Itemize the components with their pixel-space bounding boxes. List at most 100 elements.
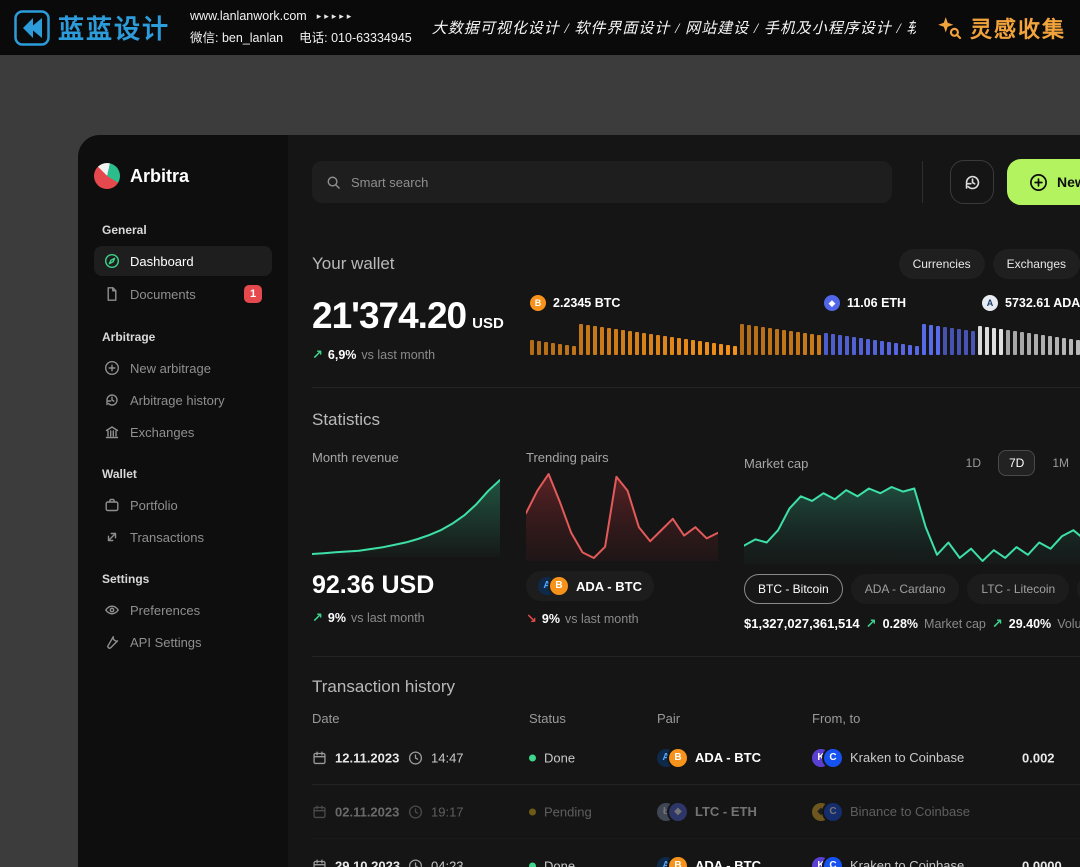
wallet-change-value: 6,9% — [328, 348, 357, 362]
pair-coin-icons: AB — [657, 749, 687, 767]
holding-bar — [950, 328, 954, 355]
wallet-balance: 21'374.20USD — [312, 295, 530, 337]
range-1m[interactable]: 1M — [1041, 450, 1080, 476]
sidebar-item-label: Exchanges — [130, 425, 194, 440]
token-ltc[interactable]: LTC - Litecoin — [967, 574, 1069, 604]
holding-bar — [698, 341, 702, 355]
sidebar-item-exchanges[interactable]: Exchanges — [94, 417, 272, 447]
clock-icon — [408, 750, 423, 765]
holding-bar — [607, 328, 611, 355]
api-settings-icon — [104, 634, 120, 650]
table-row[interactable]: 12.11.202314:47DoneABADA - BTCKCKraken t… — [312, 731, 1080, 785]
notification-badge: 1 — [244, 285, 262, 303]
holding-bar — [1034, 334, 1038, 355]
token-ada[interactable]: ADA - Cardano — [851, 574, 960, 604]
tx-date: 29.10.2023 — [312, 858, 400, 867]
banner-phone: 电话: 010-63334945 — [299, 27, 412, 46]
sidebar-item-documents[interactable]: Documents1 — [94, 278, 272, 310]
holding-bar — [740, 324, 744, 355]
exchange-icon — [104, 424, 120, 440]
token-filter: BTC - Bitcoin ADA - CardanoLTC - Litecoin… — [744, 574, 1080, 604]
tx-route: KC Kraken to Coinbase — [812, 749, 964, 767]
holding-bar — [831, 334, 835, 355]
divider — [312, 656, 1080, 657]
sidebar-item-transactions[interactable]: Transactions — [94, 522, 272, 552]
range-7d[interactable]: 7D — [998, 450, 1035, 476]
range-1d[interactable]: 1D — [955, 450, 992, 476]
lanlan-logo: 蓝蓝设计 — [14, 9, 170, 46]
holding-bar — [957, 329, 961, 355]
holding-bar — [971, 331, 975, 355]
sidebar-item-portfolio[interactable]: Portfolio — [94, 490, 272, 520]
holding-bar — [1048, 336, 1052, 355]
market-cap-card: Market cap 1D7D1M BTC - Bitcoin ADA - Car… — [744, 450, 1080, 632]
holding-bar — [1006, 330, 1010, 355]
holding-bar — [614, 329, 618, 355]
trending-pairs-card: Trending pairs AB ADA - BTC ↘ 9% vs last… — [526, 450, 718, 632]
sidebar-item-api-settings[interactable]: API Settings — [94, 627, 272, 657]
holding-bar — [649, 334, 653, 355]
holding-bar — [782, 330, 786, 355]
route-text: Kraken to Coinbase — [850, 750, 964, 765]
tx-rows: 12.11.202314:47DoneABADA - BTCKCKraken t… — [312, 731, 1080, 867]
month-revenue-change-value: 9% — [328, 611, 346, 625]
new-arbitrage-button[interactable]: New arbitrage — [1007, 159, 1080, 205]
holding-bar — [684, 339, 688, 355]
exchange-icons: ◆C — [812, 803, 842, 821]
banner-wechat: 微信: ben_lanlan — [190, 27, 283, 46]
sidebar-section-label: Wallet — [102, 467, 264, 481]
inspiration-collect-button[interactable]: 灵感收集 — [936, 12, 1066, 44]
market-cap-label: Market cap — [744, 456, 808, 471]
holding-bar — [565, 345, 569, 355]
sidebar-item-arbitrage-history[interactable]: Arbitrage history — [94, 385, 272, 415]
history-button[interactable] — [950, 160, 994, 204]
wallet-balance-block: 21'374.20USD ↗ 6,9% vs last month — [312, 295, 530, 363]
search-input[interactable] — [351, 175, 878, 190]
token-btc[interactable]: BTC - Bitcoin — [744, 574, 843, 604]
tx-pair: ABADA - BTC — [657, 749, 761, 767]
sidebar-item-dashboard[interactable]: Dashboard — [94, 246, 272, 276]
holding-bar — [656, 335, 660, 355]
status-text: Pending — [544, 804, 592, 819]
transaction-history-title: Transaction history — [312, 677, 1080, 697]
tx-status: Done — [529, 750, 575, 765]
tx-header: DateStatusPairFrom, to — [312, 711, 1080, 731]
market-cap-value: $1,327,027,361,514 — [744, 616, 860, 631]
holding-amount: 5732.61 ADA — [1005, 296, 1080, 310]
btc-coin-icon: B — [669, 749, 687, 767]
sidebar-item-label: Portfolio — [130, 498, 178, 513]
wallet-pill-currencies[interactable]: Currencies — [899, 249, 985, 279]
statistics-title: Statistics — [312, 410, 1080, 430]
sidebar-item-new-arbitrage[interactable]: New arbitrage — [94, 353, 272, 383]
plus-circle-icon — [1029, 173, 1048, 192]
amount-text: 0.002 — [1022, 750, 1055, 765]
calendar-icon — [312, 804, 327, 819]
pair-coin-icons: AB — [657, 857, 687, 867]
holding-bar — [915, 346, 919, 355]
transactions-icon — [104, 529, 120, 545]
lanlan-brand-name: 蓝蓝设计 — [58, 9, 170, 46]
divider — [312, 387, 1080, 388]
sidebar-section: ArbitrageNew arbitrageArbitrage historyE… — [94, 330, 272, 447]
search-bar[interactable] — [312, 161, 892, 203]
tx-time: 04:23 — [408, 858, 464, 867]
wallet-pill-exchanges[interactable]: Exchanges — [993, 249, 1080, 279]
tx-column-header: Date — [312, 711, 339, 726]
tx-route: KCKraken to Coinbase — [812, 857, 964, 867]
table-row[interactable]: 29.10.202304:23DoneABADA - BTCKCKraken t… — [312, 839, 1080, 867]
holding-bar — [719, 344, 723, 355]
main-content: New arbitrage Your wallet CurrenciesExch… — [288, 135, 1080, 867]
holding-bar — [579, 324, 583, 355]
holding-bar — [964, 330, 968, 355]
calendar-icon — [312, 750, 327, 765]
trending-pair-pill[interactable]: AB ADA - BTC — [526, 571, 654, 601]
holding-bar — [887, 342, 891, 355]
sidebar-item-preferences[interactable]: Preferences — [94, 595, 272, 625]
holding-bar — [726, 345, 730, 355]
holding-bar — [985, 327, 989, 355]
banner-arrows-decor: ▸▸▸▸▸ — [317, 11, 355, 22]
amount-text: 0.0000 — [1022, 858, 1062, 867]
status-text: Done — [544, 858, 575, 867]
exchange-icons: KC — [812, 749, 842, 767]
table-row[interactable]: 02.11.202319:17PendingŁ◆LTC - ETH◆CBinan… — [312, 785, 1080, 839]
